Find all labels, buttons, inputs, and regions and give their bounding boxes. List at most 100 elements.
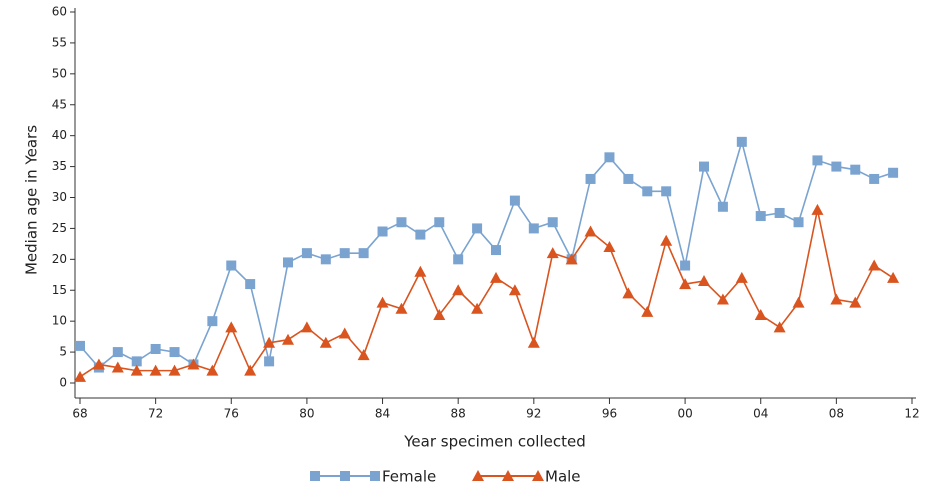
legend-label: Female <box>382 468 436 486</box>
x-tick-label: 72 <box>148 407 163 421</box>
x-tick-label: 92 <box>526 407 541 421</box>
legend-marker <box>532 470 544 481</box>
data-point <box>565 253 578 265</box>
data-point <box>547 217 558 228</box>
y-tick-label: 15 <box>52 283 67 297</box>
data-point <box>604 152 615 163</box>
data-point <box>491 245 501 256</box>
y-tick-label: 30 <box>52 190 67 204</box>
y-tick-label: 20 <box>52 252 67 266</box>
data-point <box>75 340 85 351</box>
data-point <box>168 364 181 376</box>
data-point <box>415 229 426 240</box>
data-point <box>811 203 824 215</box>
data-point <box>92 358 105 370</box>
x-tick-label: 76 <box>224 407 239 421</box>
x-tick-label: 12 <box>904 407 919 421</box>
data-point <box>414 265 427 277</box>
data-point <box>868 259 881 271</box>
x-tick-label: 84 <box>375 407 390 421</box>
data-point <box>603 240 616 252</box>
data-point <box>130 364 143 376</box>
data-point <box>263 336 276 348</box>
data-point <box>812 155 823 166</box>
data-point <box>169 347 180 358</box>
x-tick-label: 68 <box>72 407 87 421</box>
data-point <box>244 364 257 376</box>
y-tick-label: 50 <box>52 66 67 80</box>
data-point <box>471 302 484 314</box>
data-point <box>660 234 673 246</box>
data-point <box>453 254 464 265</box>
x-tick-label: 08 <box>829 407 844 421</box>
data-point <box>74 370 86 382</box>
data-point <box>338 327 351 339</box>
data-point <box>754 308 767 320</box>
data-point <box>245 279 256 290</box>
data-point <box>716 293 729 305</box>
data-point <box>849 296 862 308</box>
data-point <box>528 223 539 234</box>
data-point <box>679 278 692 290</box>
data-point <box>319 336 332 348</box>
y-tick-label: 25 <box>52 221 67 235</box>
data-point <box>339 248 350 259</box>
data-point <box>283 257 293 268</box>
data-point <box>661 186 672 197</box>
data-point <box>149 364 162 376</box>
data-point <box>755 211 766 222</box>
data-point <box>509 195 520 206</box>
data-point <box>642 186 653 197</box>
data-point <box>301 248 312 259</box>
data-point <box>793 217 804 228</box>
data-point <box>131 356 142 367</box>
legend-label: Male <box>545 468 581 486</box>
data-point <box>584 225 597 237</box>
data-point <box>300 321 313 333</box>
x-tick-label: 96 <box>602 407 617 421</box>
series-line <box>79 138 894 369</box>
data-point <box>434 217 445 228</box>
data-point <box>622 287 635 299</box>
data-point <box>452 284 465 296</box>
data-point <box>187 358 200 370</box>
data-point <box>357 349 370 361</box>
data-point <box>887 271 900 283</box>
data-point <box>699 161 709 172</box>
legend-marker <box>370 471 380 481</box>
y-tick-label: 0 <box>59 376 67 390</box>
x-tick-label: 00 <box>677 407 692 421</box>
data-point <box>472 223 483 234</box>
data-point <box>585 173 596 184</box>
data-point <box>680 260 691 271</box>
data-point <box>264 356 275 367</box>
data-point <box>850 164 861 175</box>
y-tick-label: 40 <box>52 128 67 142</box>
x-tick-label: 88 <box>451 407 466 421</box>
data-point <box>888 167 899 178</box>
data-point <box>641 305 654 317</box>
data-point <box>111 361 124 373</box>
series-line <box>79 209 894 378</box>
data-point <box>774 207 785 218</box>
data-point <box>717 201 728 212</box>
data-point <box>112 347 123 358</box>
data-point <box>282 333 294 345</box>
x-tick-label: 04 <box>753 407 768 421</box>
data-point <box>376 296 389 308</box>
data-point <box>736 136 747 147</box>
legend-marker <box>340 471 350 481</box>
data-point <box>433 308 446 320</box>
data-point <box>225 321 238 333</box>
legend-marker <box>502 470 514 481</box>
legend-marker <box>310 471 320 481</box>
data-point <box>869 173 880 184</box>
data-point <box>831 161 842 172</box>
data-point <box>377 226 388 237</box>
y-tick-label: 45 <box>52 97 67 111</box>
data-point <box>206 364 219 376</box>
data-point <box>792 296 805 308</box>
data-point <box>207 316 218 327</box>
data-point <box>395 302 408 314</box>
